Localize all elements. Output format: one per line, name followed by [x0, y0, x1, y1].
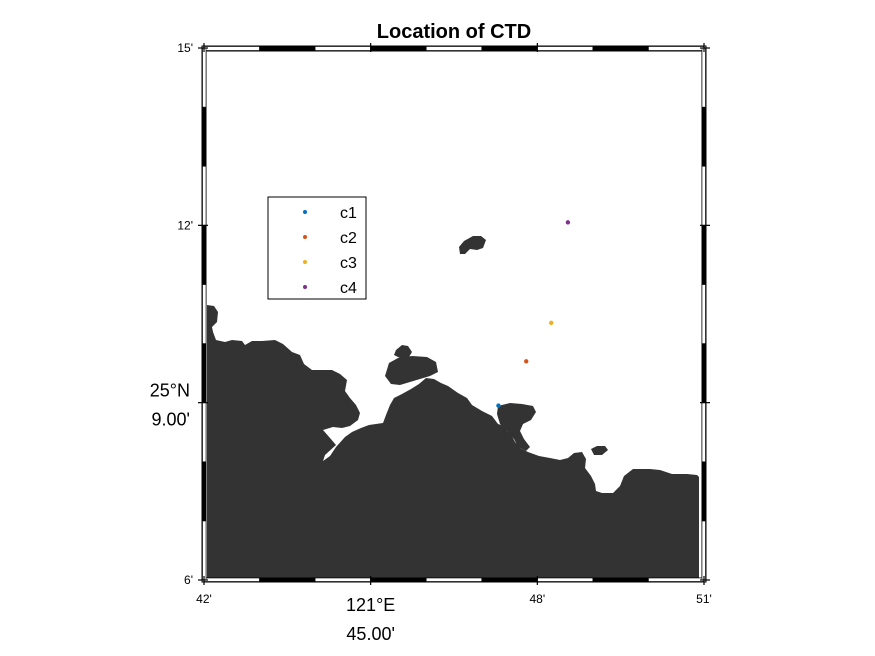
frame-segment-top — [203, 46, 260, 51]
frame-segment-right — [701, 402, 706, 463]
legend-box — [267, 196, 367, 300]
frame-segment-right — [701, 284, 706, 344]
station-point-c3 — [549, 320, 554, 326]
legend-label-c2: c2 — [340, 230, 357, 247]
islet-small-a — [394, 345, 412, 358]
x-tick-label: 48' — [530, 592, 546, 606]
y-tick-label: 25°N — [150, 381, 190, 401]
legend-marker-c2 — [303, 235, 307, 239]
frame-segment-left — [202, 165, 207, 226]
axis-ticks: 42' 121°E 45.00' 48' 51' 6' 25°N 9.00' 12' 15' — [150, 41, 712, 644]
frame-segment-bottom — [259, 577, 316, 582]
frame-segment-top — [314, 46, 371, 51]
x-tick-label-minutes: 45.00' — [346, 624, 394, 644]
frame-segment-top — [259, 46, 316, 51]
y-tick-label: 6' — [184, 573, 193, 587]
frame-segment-top — [592, 46, 649, 51]
islet-north — [459, 236, 486, 254]
station-point-c2 — [524, 359, 529, 364]
frame-segment-right — [701, 225, 706, 285]
legend: c1 c2 c3 c4 — [267, 196, 367, 300]
frame-segment-bottom — [648, 577, 705, 582]
x-tick-label: 42' — [196, 592, 212, 606]
frame-segment-left — [202, 520, 207, 581]
legend-marker-c4 — [303, 285, 307, 289]
land-layer — [207, 236, 699, 578]
y-tick-label: 12' — [177, 218, 193, 232]
ctd-stations — [496, 220, 571, 408]
legend-items: c1 c2 c3 c4 — [303, 205, 357, 297]
frame-segment-right — [701, 47, 706, 108]
frame-segment-left — [202, 284, 207, 344]
frame-segment-right — [701, 106, 706, 167]
station-point-c4 — [565, 220, 571, 225]
coastline-land — [207, 305, 699, 578]
frame-segment-bottom — [314, 577, 371, 582]
station-point-c1 — [496, 403, 501, 408]
islet-small-b — [591, 446, 608, 455]
frame-segment-bottom — [537, 577, 594, 582]
legend-label-c3: c3 — [340, 255, 357, 272]
island-east-of-bay — [497, 403, 536, 451]
frame-segment-top — [481, 46, 538, 51]
frame-segment-left — [202, 47, 207, 108]
frame-segment-top — [370, 46, 427, 51]
frame-segment-left — [202, 461, 207, 522]
frame-segment-right — [701, 165, 706, 226]
legend-marker-c1 — [303, 210, 307, 214]
frame-segment-left — [202, 225, 207, 285]
frame-outer — [201, 45, 707, 583]
frame-segments — [202, 46, 706, 582]
frame-segment-bottom — [592, 577, 649, 582]
island-mid — [385, 356, 438, 385]
x-tick-label: 121°E — [346, 595, 395, 615]
frame-segment-right — [701, 343, 706, 403]
frame-segment-right — [701, 520, 706, 581]
legend-label-c1: c1 — [340, 205, 357, 222]
frame-segment-left — [202, 343, 207, 403]
legend-marker-c3 — [303, 260, 307, 264]
y-tick-label-minutes: 9.00' — [152, 410, 190, 430]
frame-segment-bottom — [370, 577, 427, 582]
frame-segment-bottom — [425, 577, 483, 582]
frame-segment-bottom — [203, 577, 260, 582]
legend-label-c4: c4 — [340, 280, 357, 297]
frame-segment-left — [202, 106, 207, 167]
frame-segment-top — [537, 46, 594, 51]
frame-segment-top — [648, 46, 705, 51]
map-title: Location of CTD — [377, 21, 531, 43]
frame-segment-top — [425, 46, 483, 51]
frame-segment-bottom — [481, 577, 538, 582]
y-tick-label: 15' — [177, 41, 193, 55]
x-tick-label: 51' — [696, 592, 712, 606]
frame-segment-left — [202, 402, 207, 463]
frame-segment-right — [701, 461, 706, 522]
